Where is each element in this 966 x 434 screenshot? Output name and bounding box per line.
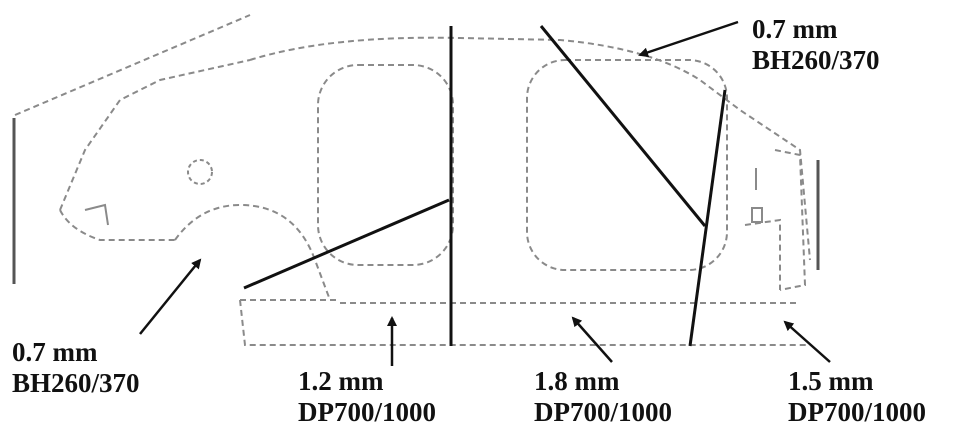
rocker-grade: DP700/1000 (298, 397, 436, 427)
rear-grade: DP700/1000 (788, 397, 926, 427)
rear-window-outline (526, 59, 728, 271)
rear-thickness: 1.5 mm (788, 366, 874, 396)
front-window-outline (317, 64, 454, 266)
callout-arrows (139, 20, 831, 366)
fender-callout: 0.7 mm BH260/370 (12, 337, 140, 399)
roof-callout: 0.7 mm BH260/370 (752, 14, 880, 76)
rocker-callout: 1.2 mm DP700/1000 (298, 366, 436, 428)
rear-callout: 1.5 mm DP700/1000 (788, 366, 926, 428)
body-details (84, 159, 763, 226)
section-lines (243, 25, 727, 347)
cpillar-grade: DP700/1000 (534, 397, 672, 427)
roof-thickness: 0.7 mm (752, 14, 838, 44)
cpillar-thickness: 1.8 mm (534, 366, 620, 396)
body-outline (14, 14, 811, 346)
fender-thickness: 0.7 mm (12, 337, 98, 367)
fender-grade: BH260/370 (12, 368, 140, 398)
roof-grade: BH260/370 (752, 45, 880, 75)
rocker-thickness: 1.2 mm (298, 366, 384, 396)
cpillar-callout: 1.8 mm DP700/1000 (534, 366, 672, 428)
